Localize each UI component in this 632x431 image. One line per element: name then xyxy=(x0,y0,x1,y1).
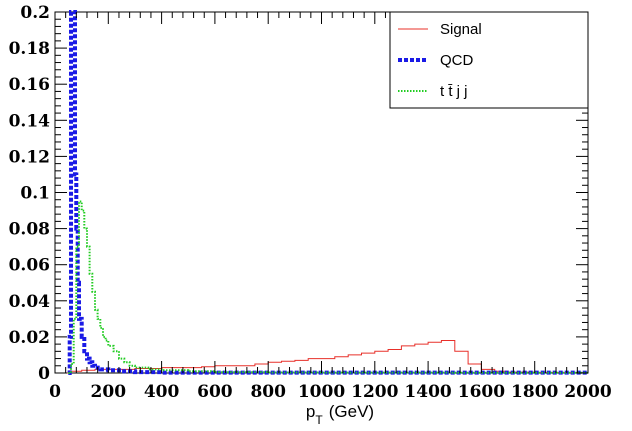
x-axis-title-main: p xyxy=(306,402,315,421)
x-axis-title-unit: (GeV) xyxy=(329,402,374,421)
legend-label-1: Signal xyxy=(440,21,482,38)
legend-label-3: t t̄ j j xyxy=(440,83,468,100)
y-tick-label: 0 xyxy=(38,364,50,384)
x-tick-label: 600 xyxy=(197,382,233,402)
series-line-2 xyxy=(67,10,590,375)
x-axis-title-subscript: T xyxy=(315,413,323,427)
y-tick-label: 0.16 xyxy=(9,75,50,95)
y-tick-label: 0.04 xyxy=(9,292,51,312)
x-tick-label: 1000 xyxy=(298,382,345,402)
x-tick-label: 800 xyxy=(250,382,286,402)
y-tick-label: 0.12 xyxy=(9,147,50,167)
x-tick-label: 400 xyxy=(144,382,180,402)
x-tick-label: 200 xyxy=(91,382,127,402)
y-tick-label: 0.18 xyxy=(9,39,50,59)
x-axis-title: pT (GeV) xyxy=(306,402,374,427)
x-tick-label: 1800 xyxy=(511,382,558,402)
y-axis: 0 0.02 0.04 0.06 0.08 0.1 0.12 0.14 0.16 0.18 0.2 xyxy=(9,3,588,384)
y-tick-label: 0.02 xyxy=(9,328,50,348)
y-tick-label: 0.2 xyxy=(20,3,50,23)
x-tick-label: 1200 xyxy=(351,382,398,402)
x-tick-label: 1400 xyxy=(404,382,451,402)
y-tick-label: 0.14 xyxy=(9,111,51,131)
legend-label-2: QCD xyxy=(440,52,474,69)
y-tick-label: 0.1 xyxy=(20,184,50,204)
x-tick-label: 0 xyxy=(49,382,61,402)
y-tick-label: 0.08 xyxy=(9,220,50,240)
legend: Signal QCD t t̄ j j xyxy=(389,11,589,109)
x-tick-label: 2000 xyxy=(564,382,611,402)
x-tick-label: 1600 xyxy=(458,382,505,402)
y-tick-label: 0.06 xyxy=(9,256,50,276)
x-axis: 0 200 400 600 800 1000 1200 1400 1600 1800 2000 xyxy=(49,12,612,402)
